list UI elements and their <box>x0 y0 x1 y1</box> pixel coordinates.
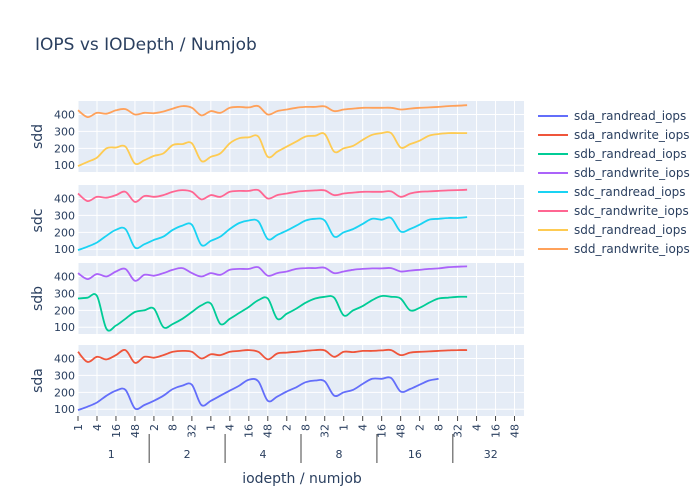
x-tick-label: 16 <box>489 424 502 438</box>
x-tick-label: 16 <box>243 424 256 438</box>
x-tick-label: 2 <box>281 424 294 431</box>
y-tick-label: 200 <box>54 226 75 239</box>
legend-item-sda_randwrite_iops[interactable]: sda_randwrite_iops <box>538 128 689 142</box>
legend-label: sda_randread_iops <box>574 109 686 123</box>
legend-item-sda_randread_iops[interactable]: sda_randread_iops <box>538 109 686 123</box>
facet-panels: 100 200 300 400 sdd 100 200 300 400 sdc 100 200 300 4… <box>30 101 524 416</box>
x-tick-label: 8 <box>167 424 180 431</box>
y-tick-label: 300 <box>54 287 75 300</box>
facet-sdb: 100 200 300 400 sdb <box>30 263 524 334</box>
x-tick-label: 48 <box>262 424 275 438</box>
facet-label-sda: sda <box>30 368 46 393</box>
x-tick-label: 4 <box>357 424 370 431</box>
facet-sdd: 100 200 300 400 sdd <box>30 101 524 172</box>
x-tick-label: 48 <box>129 424 142 438</box>
x-tick-label: 32 <box>451 424 464 438</box>
y-tick-label: 300 <box>54 125 75 138</box>
series-line-sdb_randread_iops[interactable] <box>77 293 468 332</box>
x-tick-label: 1 <box>205 424 218 431</box>
x-tick-label: 16 <box>110 424 123 438</box>
y-tick-label: 300 <box>54 209 75 222</box>
x-axis-title: iodepth / numjob <box>242 471 362 487</box>
x-tick-label: 16 <box>376 424 389 438</box>
y-tick-label: 100 <box>54 321 75 334</box>
series-line-sdb_randwrite_iops[interactable] <box>77 265 468 282</box>
legend-label: sdc_randread_iops <box>574 185 686 199</box>
y-tick-label: 400 <box>54 193 75 206</box>
x-tick-label: 48 <box>394 424 407 438</box>
x-group-label: 16 <box>408 448 422 461</box>
series-line-sdc_randwrite_iops[interactable] <box>77 188 468 203</box>
y-tick-label: 400 <box>54 353 75 366</box>
legend-label: sdb_randwrite_iops <box>574 166 690 180</box>
x-group-label: 2 <box>184 448 191 461</box>
legend-item-sdd_randwrite_iops[interactable]: sdd_randwrite_iops <box>538 242 690 256</box>
y-tick-label: 100 <box>54 403 75 416</box>
x-tick-label: 4 <box>224 424 237 431</box>
x-group-label: 4 <box>260 448 267 461</box>
legend-item-sdb_randread_iops[interactable]: sdb_randread_iops <box>538 147 687 161</box>
y-tick-label: 100 <box>54 159 75 172</box>
y-tick-label: 200 <box>54 142 75 155</box>
facet-sda: 100 200 300 400 sda <box>30 345 524 416</box>
facet-label-sdc: sdc <box>30 209 46 233</box>
facet-sdc: 100 200 300 400 sdc <box>30 185 524 256</box>
x-tick-label: 4 <box>470 424 483 431</box>
legend-label: sdb_randread_iops <box>574 147 687 161</box>
y-tick-label: 300 <box>54 369 75 382</box>
x-tick-label: 8 <box>432 424 445 431</box>
legend[interactable]: sda_randread_iops sda_randwrite_iops sdb_r… <box>538 109 690 256</box>
y-tick-label: 400 <box>54 271 75 284</box>
series-line-sdc_randread_iops[interactable] <box>77 216 468 251</box>
series-line-sdd_randread_iops[interactable] <box>77 131 468 167</box>
legend-item-sdb_randwrite_iops[interactable]: sdb_randwrite_iops <box>538 166 690 180</box>
legend-label: sdd_randread_iops <box>574 223 687 237</box>
x-tick-label: 4 <box>91 424 104 431</box>
x-group-label: 32 <box>484 448 498 461</box>
y-tick-label: 200 <box>54 386 75 399</box>
x-tick-label: 2 <box>148 424 161 431</box>
y-tick-label: 100 <box>54 243 75 256</box>
series-line-sda_randwrite_iops[interactable] <box>77 348 468 364</box>
chart-title: IOPS vs IODepth / Numjob <box>35 35 257 55</box>
legend-label: sda_randwrite_iops <box>574 128 689 142</box>
y-tick-label: 200 <box>54 304 75 317</box>
x-tick-label: 1 <box>338 424 351 431</box>
x-tick-label: 48 <box>508 424 521 438</box>
legend-label: sdd_randwrite_iops <box>574 242 690 256</box>
x-tick-label: 32 <box>319 424 332 438</box>
facet-label-sdb: sdb <box>30 286 46 311</box>
legend-item-sdc_randwrite_iops[interactable]: sdc_randwrite_iops <box>538 204 689 218</box>
legend-item-sdd_randread_iops[interactable]: sdd_randread_iops <box>538 223 687 237</box>
x-tick-label: 32 <box>186 424 199 438</box>
x-tick-label: 1 <box>72 424 85 431</box>
x-group-label: 1 <box>108 448 115 461</box>
series-line-sdd_randwrite_iops[interactable] <box>77 104 468 119</box>
facet-label-sdd: sdd <box>30 124 46 149</box>
legend-item-sdc_randread_iops[interactable]: sdc_randread_iops <box>538 185 686 199</box>
series-line-sda_randread_iops[interactable] <box>77 376 439 411</box>
y-tick-label: 400 <box>54 109 75 122</box>
x-group-label: 8 <box>335 448 342 461</box>
x-tick-label: 8 <box>300 424 313 431</box>
legend-label: sdc_randwrite_iops <box>574 204 689 218</box>
x-tick-label: 2 <box>413 424 426 431</box>
